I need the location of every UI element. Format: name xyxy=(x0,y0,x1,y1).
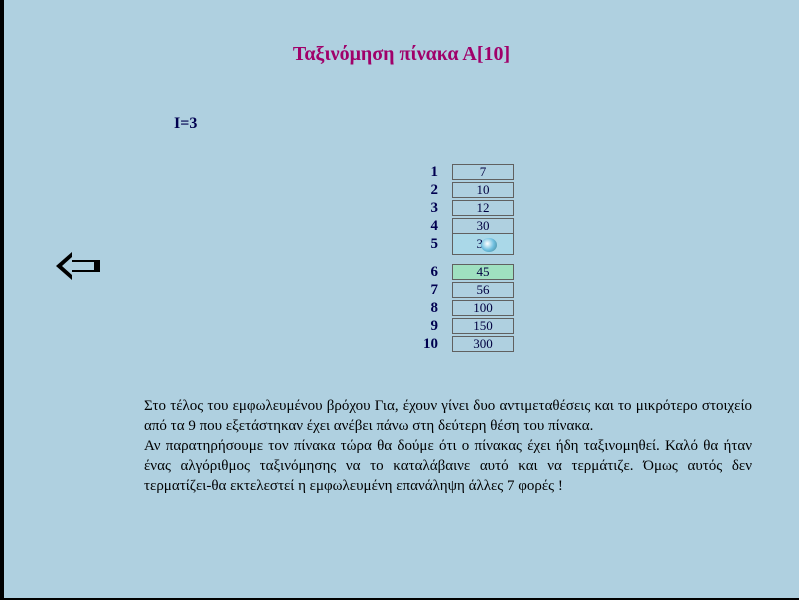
array-index: 9 xyxy=(414,318,438,335)
array-cell: 10 xyxy=(452,182,514,198)
array-index: 6 xyxy=(414,264,438,281)
array-row: 17 xyxy=(414,163,514,181)
back-arrow-icon xyxy=(56,248,100,284)
iteration-counter: I=3 xyxy=(174,115,197,133)
array-row: 6 45 xyxy=(414,263,514,281)
array-cell: 30 xyxy=(452,218,514,234)
page-title: Ταξινόμηση πίνακα Α[10] xyxy=(4,43,799,66)
array-row: 9 150 xyxy=(414,317,514,335)
array-index: 5 xyxy=(414,236,438,253)
array-cell: 56 xyxy=(452,282,514,298)
array-cell: 45 xyxy=(452,264,514,280)
array-index: 8 xyxy=(414,300,438,317)
array-row: 3 12 xyxy=(414,199,514,217)
array-cell: 150 xyxy=(452,318,514,334)
array-cell: 12 xyxy=(452,200,514,216)
back-button[interactable] xyxy=(56,248,100,284)
array-index: 7 xyxy=(414,282,438,299)
array-cell: 300 xyxy=(452,336,514,352)
array-table: 172103124305356457568100915010300 xyxy=(414,163,514,353)
array-index: 2 xyxy=(414,182,438,199)
array-row: 10 300 xyxy=(414,335,514,353)
array-index: 10 xyxy=(414,336,438,353)
explanation-text: Στο τέλος του εμφωλευμένου βρόχου Για, έ… xyxy=(144,396,752,496)
page-surface: Ταξινόμηση πίνακα Α[10] I=3 172103124305… xyxy=(4,0,799,598)
explanation-text-p1: Στο τέλος του εμφωλευμένου βρόχου Για, έ… xyxy=(144,398,752,434)
array-row: 2 10 xyxy=(414,181,514,199)
array-row: 8 100 xyxy=(414,299,514,317)
array-row: 5 35 xyxy=(414,235,514,253)
array-cell: 35 xyxy=(452,233,514,255)
array-index: 3 xyxy=(414,200,438,217)
array-index: 1 xyxy=(414,164,438,181)
explanation-text-p2: Αν παρατηρήσουμε τον πίνακα τώρα θα δούμ… xyxy=(144,438,752,494)
array-cell: 100 xyxy=(452,300,514,316)
array-index: 4 xyxy=(414,218,438,235)
array-row: 7 56 xyxy=(414,281,514,299)
array-cell: 7 xyxy=(452,164,514,180)
